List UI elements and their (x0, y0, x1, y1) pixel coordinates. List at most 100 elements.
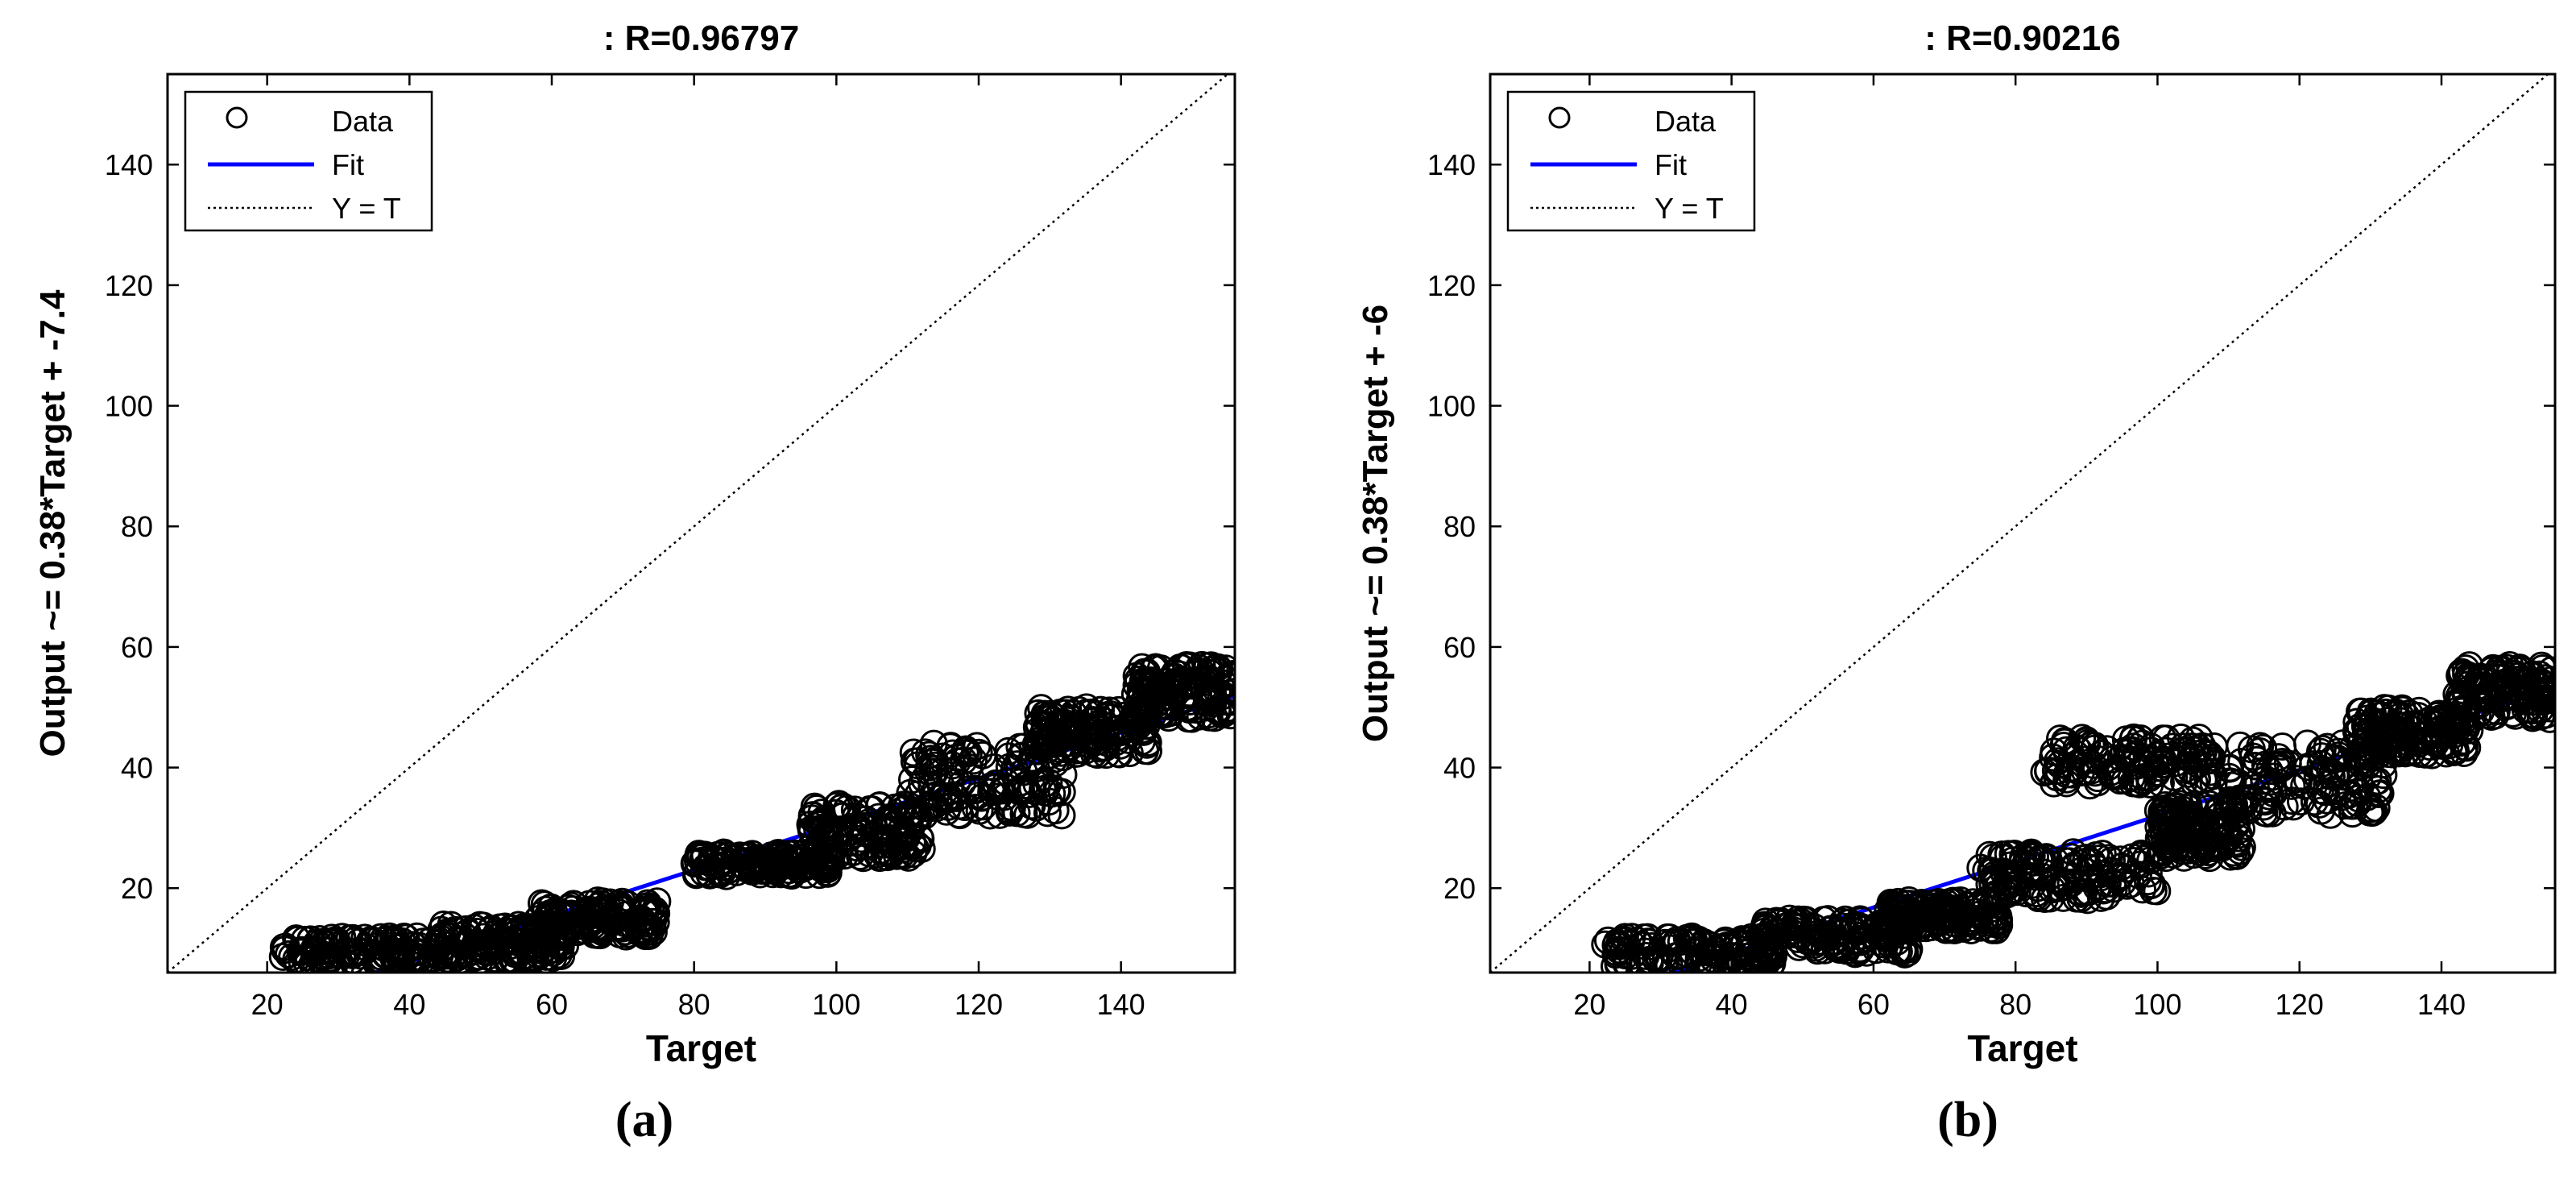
data-point (909, 801, 938, 830)
data-point (2040, 846, 2069, 875)
data-point (702, 840, 731, 869)
data-point (919, 729, 948, 758)
y-tick-label: 100 (105, 390, 153, 423)
data-point (2352, 725, 2381, 754)
data-point (1154, 703, 1183, 732)
data-point (2495, 650, 2524, 679)
data-point (2110, 736, 2139, 765)
x-tick-label: 60 (536, 988, 568, 1021)
data-point (293, 949, 322, 973)
data-point (1121, 702, 1150, 731)
data-point (2350, 736, 2379, 765)
data-point (2133, 867, 2162, 896)
data-point (2374, 740, 2403, 769)
data-point (2014, 841, 2043, 870)
data-point (1035, 703, 1064, 732)
data-point (2145, 841, 2174, 870)
data-point (387, 946, 416, 973)
data-point (705, 851, 734, 880)
data-point (1134, 736, 1163, 765)
data-point (832, 794, 861, 824)
data-point (2267, 747, 2296, 776)
data-point (2216, 842, 2245, 871)
y-tick-label: 100 (1427, 390, 1476, 423)
data-point (1966, 853, 1995, 882)
data-point (1158, 682, 1187, 712)
data-cluster (1022, 693, 1163, 770)
data-point (1187, 650, 1216, 679)
data-point (531, 945, 560, 973)
data-point (2180, 840, 2209, 869)
data-point (1727, 948, 1756, 973)
data-point (1606, 926, 1635, 955)
data-point (1040, 718, 1069, 747)
data-point (1934, 904, 1963, 933)
data-point (391, 923, 420, 952)
data-point (2085, 871, 2114, 900)
data-point (975, 801, 1004, 830)
data-point (2534, 686, 2555, 715)
data-point (1821, 934, 1850, 963)
legend-label: Fit (332, 148, 364, 181)
x-tick-label: 60 (1857, 988, 1890, 1021)
data-point (641, 908, 670, 937)
data-point (921, 751, 950, 780)
data-point (2143, 877, 2172, 906)
data-point (917, 773, 946, 802)
data-point (898, 765, 927, 794)
data-point (1054, 728, 1083, 757)
data-point (2066, 884, 2095, 913)
data-point (809, 842, 838, 871)
x-tick-label: 120 (955, 988, 1003, 1021)
data-point (997, 794, 1026, 823)
data-point (2156, 827, 2185, 856)
data-point (1838, 915, 1867, 944)
data-point (1182, 657, 1211, 686)
legend-label: Fit (1655, 148, 1687, 181)
data-point (1686, 936, 1715, 965)
data-cluster (2143, 790, 2256, 873)
data-point (2075, 853, 2104, 882)
data-point (2143, 796, 2172, 825)
data-point (690, 858, 719, 887)
data-cluster (2441, 650, 2555, 734)
y-tick-label: 20 (1443, 872, 1476, 905)
data-point (1795, 926, 1824, 955)
data-point (936, 732, 965, 761)
data-point (2346, 730, 2375, 759)
data-point (1128, 653, 1157, 682)
data-point (2224, 769, 2253, 798)
legend-marker-circle (1548, 106, 1571, 129)
data-point (1885, 911, 1914, 940)
data-point (1810, 936, 1839, 965)
y-tick-label: 40 (1443, 752, 1476, 785)
data-point (2508, 656, 2537, 685)
data-point (2040, 769, 2069, 798)
data-cluster (680, 838, 851, 890)
data-point (2374, 694, 2403, 723)
data-point (1879, 893, 1908, 922)
y-tick-label: 120 (1427, 269, 1476, 302)
data-point (979, 774, 1008, 803)
data-point (2113, 871, 2142, 900)
data-point (2382, 720, 2411, 749)
y-tick-label: 120 (105, 269, 153, 302)
legend-label: Y = T (332, 192, 401, 225)
data-point (2059, 838, 2088, 867)
data-point (433, 918, 462, 947)
data-point (2183, 740, 2212, 769)
data-cluster (1874, 886, 2014, 944)
data-point (299, 951, 328, 973)
data-point (2012, 879, 2041, 908)
data-point (836, 817, 865, 846)
data-point (1825, 919, 1854, 948)
data-point (1961, 911, 1990, 940)
data-point (1041, 796, 1070, 825)
data-point (873, 843, 902, 872)
data-point (1957, 907, 1986, 936)
data-point (2249, 792, 2278, 821)
plot-area (1490, 74, 2555, 973)
data-point (2093, 735, 2122, 764)
data-point (737, 851, 766, 880)
data-point (1200, 654, 1229, 683)
